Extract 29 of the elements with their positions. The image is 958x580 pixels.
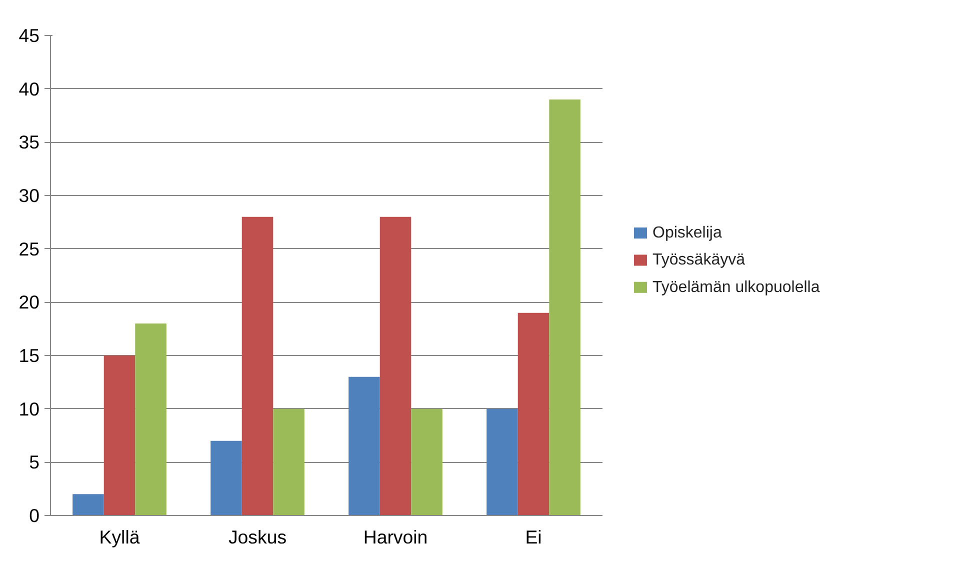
bar — [242, 216, 274, 516]
y-tick-label: 0 — [29, 505, 40, 526]
x-tick-label: Kyllä — [99, 526, 140, 548]
bar — [104, 356, 136, 516]
y-tick-label: 45 — [18, 25, 40, 46]
bar — [518, 312, 550, 516]
y-tick-label: 5 — [29, 452, 40, 473]
legend-label: Opiskelija — [652, 224, 722, 242]
bar — [72, 494, 104, 516]
y-tick-label: 20 — [18, 292, 40, 313]
y-tick-label: 40 — [18, 78, 40, 100]
bar — [380, 216, 412, 516]
bar — [549, 100, 580, 516]
bar — [210, 440, 242, 516]
x-tick-label: Joskus — [228, 526, 287, 548]
bar — [486, 408, 518, 516]
bar — [411, 408, 442, 516]
x-tick-label: Harvoin — [363, 526, 428, 548]
y-tick-label: 15 — [18, 345, 40, 366]
bar — [135, 324, 166, 516]
y-tick-label: 10 — [18, 398, 40, 420]
bar — [348, 376, 380, 516]
y-tick-label: 25 — [18, 238, 40, 260]
bar — [273, 408, 304, 516]
x-tick-label: Ei — [525, 526, 542, 548]
y-tick-label: 30 — [18, 185, 40, 206]
y-tick-label: 35 — [18, 132, 40, 153]
legend-label: Työelämän ulkopuolella — [652, 278, 820, 296]
legend-label: Työssäkäyvä — [652, 252, 746, 269]
